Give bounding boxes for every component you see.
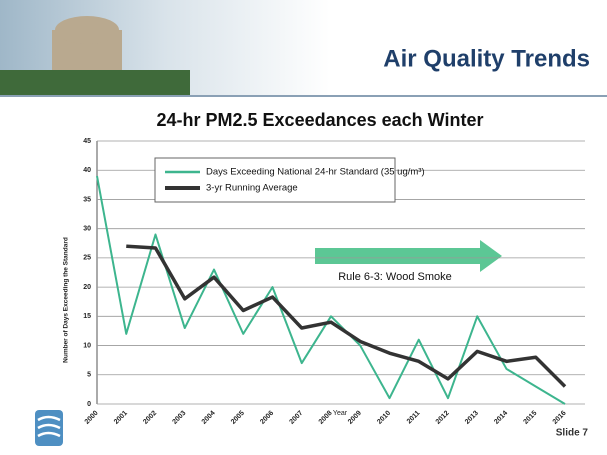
x-axis-label: Year <box>333 410 348 417</box>
y-tick-label: 0 <box>87 401 91 408</box>
annotation: Rule 6-3: Wood Smoke <box>338 271 452 283</box>
slide: Air Quality Trends 24-hr PM2.5 Exceedanc… <box>0 0 607 455</box>
y-tick-label: 35 <box>83 196 91 203</box>
legend-label: 3-yr Running Average <box>206 183 298 194</box>
logo <box>35 410 63 446</box>
slide-number: Slide 7 <box>556 428 589 439</box>
y-tick-label: 40 <box>83 167 91 174</box>
legend-box <box>155 158 395 202</box>
legend-label: Days Exceeding National 24-hr Standard (… <box>206 167 425 178</box>
y-tick-label: 10 <box>83 342 91 349</box>
y-tick-label: 5 <box>87 372 91 379</box>
y-tick-label: 45 <box>83 138 91 145</box>
y-tick-label: 30 <box>83 226 91 233</box>
y-tick-label: 15 <box>83 313 91 320</box>
y-axis-label: Number of Days Exceeding the Standard <box>63 237 70 363</box>
y-tick-label: 20 <box>83 284 91 291</box>
slide-title: Air Quality Trends <box>383 45 590 72</box>
chart-title: 24-hr PM2.5 Exceedances each Winter <box>157 110 484 130</box>
y-tick-label: 25 <box>83 255 91 262</box>
